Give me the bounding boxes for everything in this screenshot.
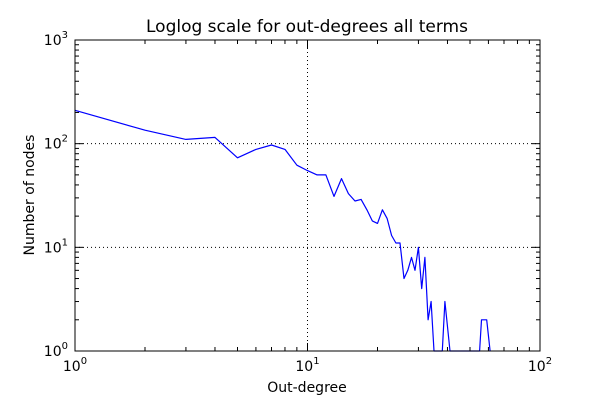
axis-ticks: 100 101 102 100 101 102 103 xyxy=(44,30,552,375)
y-tick-label: 103 xyxy=(44,30,68,49)
y-tick-label: 100 xyxy=(44,341,68,360)
x-axis-label: Out-degree xyxy=(267,380,347,396)
x-tick-label: 102 xyxy=(528,356,552,375)
y-tick-label: 101 xyxy=(44,237,68,256)
x-tick-label: 100 xyxy=(63,356,87,375)
y-axis-label: Number of nodes xyxy=(22,135,38,256)
chart-title: Loglog scale for out-degrees all terms xyxy=(146,17,468,37)
grid-lines xyxy=(75,40,540,351)
x-tick-label: 101 xyxy=(295,356,319,375)
y-tick-label: 102 xyxy=(44,134,68,153)
series-line xyxy=(74,109,491,352)
series-polyline xyxy=(74,109,491,352)
